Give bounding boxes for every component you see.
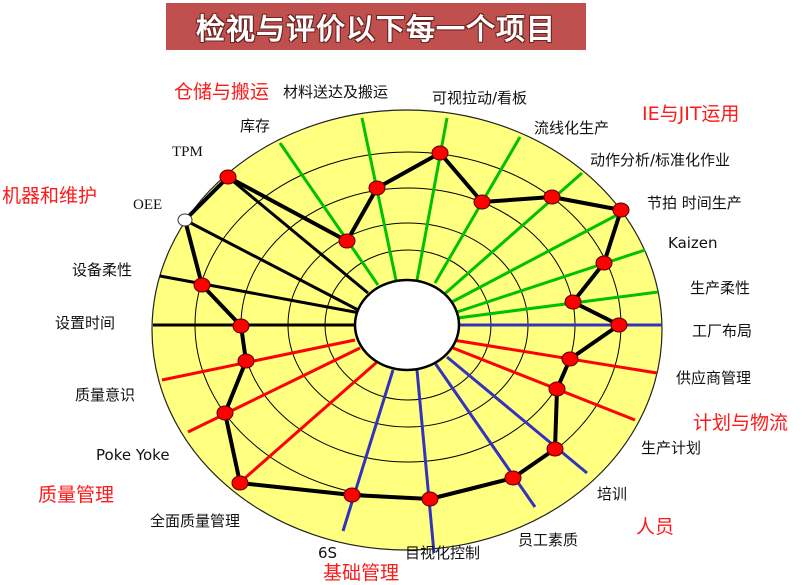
group-storage-label: 仓储与搬运: [174, 81, 270, 103]
spoke-tpm: [227, 175, 369, 295]
item-supplier-label: 供应商管理: [676, 369, 752, 387]
point-staff: [504, 470, 522, 486]
center-hub: [353, 278, 461, 372]
group-ie-jit-label: IE与JIT运用: [642, 103, 740, 125]
title-banner: 检视与评价以下每一个项目: [166, 3, 586, 50]
point-pokayoke: [216, 405, 234, 421]
point-material: [368, 180, 386, 196]
point-quality-aware: [237, 353, 255, 369]
point-oee: [177, 213, 193, 227]
point-6s: [343, 487, 361, 503]
spoke-oee: [184, 218, 363, 314]
point-supplier: [561, 351, 579, 367]
group-people-label: 人员: [636, 516, 675, 538]
item-flow-label: 流线化生产: [534, 119, 610, 137]
spoke-material: [360, 117, 399, 286]
point-tqm: [231, 475, 249, 491]
item-takt-label: 节拍 时间生产: [647, 194, 742, 212]
point-training: [546, 441, 564, 457]
spoke-quality-aware: [161, 338, 356, 382]
spoke-visual: [415, 369, 436, 554]
spoke-supplier: [452, 338, 658, 375]
spoke-tqm: [244, 360, 378, 480]
item-kaizen-label: Kaizen: [668, 234, 718, 252]
spoke-inventory: [278, 142, 380, 286]
item-equip-flex-label: 设备柔性: [72, 261, 133, 279]
group-basic-label: 基础管理: [323, 562, 400, 584]
point-takt: [612, 202, 630, 218]
point-prod-plan: [548, 381, 566, 397]
item-training-label: 培训: [597, 485, 628, 503]
point-setup: [232, 318, 250, 334]
spoke-6s: [341, 369, 395, 532]
spoke-flow: [433, 136, 522, 284]
point-kaizen: [595, 255, 613, 271]
point-flow: [473, 194, 491, 210]
item-prod-flex-label: 生产柔性: [690, 279, 751, 297]
title: 检视与评价以下每一个项目: [195, 11, 556, 46]
point-prod-flex: [564, 294, 582, 310]
point-pull: [431, 145, 449, 161]
group-machine-label: 机器和维护: [2, 185, 98, 207]
group-planning-label: 计划与物流: [693, 412, 789, 434]
spoke-equip-flex: [159, 274, 361, 315]
spoke-takt: [449, 213, 618, 305]
score-points: [177, 145, 630, 507]
point-visual: [421, 491, 439, 507]
point-inventory: [338, 233, 356, 249]
point-layout: [610, 317, 628, 333]
spoke-prod-plan: [452, 346, 636, 422]
item-tpm-label: TPM: [172, 144, 203, 160]
spoke-training: [446, 355, 588, 475]
item-setup-label: 设置时间: [55, 314, 116, 332]
item-prod-plan-label: 生产计划: [641, 439, 702, 457]
item-layout-label: 工厂布局: [692, 322, 753, 340]
point-motion: [543, 189, 561, 205]
item-pull-label: 可视拉动/看板: [432, 89, 528, 107]
spoke-kaizen: [456, 248, 646, 314]
spoke-pull: [415, 117, 449, 281]
point-equip-flex: [193, 277, 211, 293]
item-motion-label: 动作分析/标准化作业: [590, 151, 731, 169]
item-staff-label: 员工素质: [518, 531, 579, 549]
spokes: [153, 117, 662, 554]
spoke-prod-flex: [441, 290, 659, 322]
item-inventory-label: 库存: [240, 117, 271, 135]
item-6s-label: 6S: [318, 544, 338, 562]
item-pokayoke-label: Poke Yoke: [96, 446, 170, 464]
group-quality-label: 质量管理: [38, 484, 115, 506]
item-tqm-label: 全面质量管理: [150, 512, 241, 530]
item-visual-label: 目视化控制: [405, 544, 481, 562]
point-tpm: [219, 169, 237, 185]
spoke-pokayoke: [187, 346, 361, 434]
item-quality-aware-label: 质量意识: [75, 386, 136, 404]
item-oee-label: OEE: [133, 197, 163, 213]
item-material-label: 材料送达及搬运: [283, 83, 389, 101]
